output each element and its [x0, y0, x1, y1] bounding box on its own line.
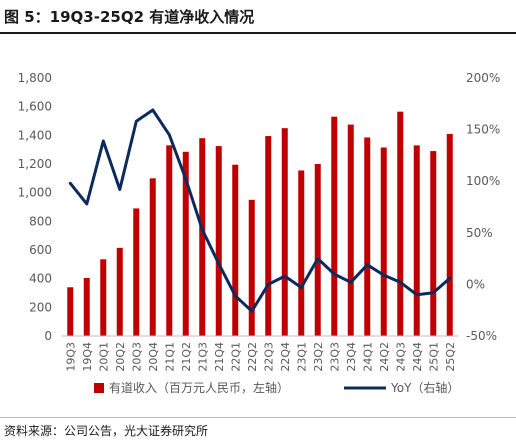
revenue-bar — [232, 164, 239, 336]
revenue-bar — [446, 133, 453, 336]
x-axis-tick-label: 22Q1 — [229, 342, 242, 372]
x-axis-tick-label: 22Q2 — [246, 342, 259, 372]
x-axis-tick-label: 23Q2 — [312, 342, 325, 372]
right-axis-tick-label: 0% — [466, 277, 485, 291]
revenue-bar — [67, 287, 74, 336]
x-axis-tick-label: 21Q4 — [213, 342, 226, 372]
revenue-bar — [347, 124, 354, 336]
x-axis-tick-label: 24Q2 — [378, 342, 391, 372]
left-axis-tick-label: 0 — [44, 329, 52, 343]
x-axis-tick-label: 25Q1 — [427, 342, 440, 372]
revenue-bar — [182, 151, 189, 336]
revenue-yoy-chart: 0 200 400 600 800 1,000 1,200 1,400 1,600 1,800 -5… — [18, 71, 501, 395]
revenue-bar — [397, 111, 404, 336]
source-divider — [0, 417, 516, 418]
x-axis-tick-label: 21Q3 — [196, 342, 209, 372]
left-axis-tick-label: 800 — [29, 214, 52, 228]
x-axis-tick-label: 21Q1 — [163, 342, 176, 372]
left-axis-tick-label: 1,800 — [18, 71, 52, 85]
left-axis-tick-label: 1,200 — [18, 157, 52, 171]
revenue-bar — [298, 170, 305, 336]
revenue-bar — [116, 247, 123, 336]
revenue-bar — [265, 136, 272, 336]
figure-title: 图 5：19Q3-25Q2 有道净收入情况 — [4, 8, 255, 26]
left-axis-tick-label: 400 — [29, 272, 52, 286]
revenue-bar — [83, 277, 90, 336]
x-axis-tick-label: 20Q4 — [147, 342, 160, 372]
legend-bar-label: 有道收入（百万元人民币，左轴） — [109, 380, 289, 395]
x-axis-tick-label: 25Q2 — [444, 342, 457, 372]
right-axis-tick-label: 200% — [466, 71, 500, 85]
title-divider — [0, 32, 516, 34]
revenue-bar — [199, 138, 206, 336]
revenue-bar — [166, 145, 173, 336]
left-axis-tick-label: 600 — [29, 243, 52, 257]
x-axis-tick-label: 23Q1 — [295, 342, 308, 372]
right-axis-tick-label: 150% — [466, 123, 500, 137]
revenue-bar — [413, 145, 420, 336]
revenue-bar — [133, 208, 140, 336]
revenue-bar — [331, 116, 338, 336]
right-axis-tick-label: 100% — [466, 174, 500, 188]
right-axis-tick-label: -50% — [466, 329, 497, 343]
figure-title-bar: 图 5：19Q3-25Q2 有道净收入情况 — [0, 0, 516, 30]
x-axis-tick-label: 24Q3 — [394, 342, 407, 372]
revenue-bar — [430, 151, 437, 336]
revenue-bar — [248, 199, 255, 336]
yoy-line — [68, 108, 452, 313]
x-axis-tick-label: 22Q4 — [279, 342, 292, 372]
legend-line-label: YoY（右轴） — [390, 380, 459, 395]
x-axis-tick-label: 20Q2 — [114, 342, 127, 372]
revenue-bar — [380, 147, 387, 336]
x-axis-tick-label: 21Q2 — [180, 342, 193, 372]
revenue-bar — [314, 164, 321, 336]
revenue-bar — [100, 259, 107, 336]
revenue-bar — [364, 137, 371, 336]
left-axis-tick-label: 1,600 — [18, 100, 52, 114]
x-axis-tick-label: 23Q3 — [328, 342, 341, 372]
left-axis-tick-label: 1,000 — [18, 186, 52, 200]
x-axis-tick-label: 24Q4 — [411, 342, 424, 372]
revenue-bar — [281, 128, 288, 336]
source-note: 资料来源：公司公告，光大证券研究所 — [4, 424, 209, 438]
x-axis-tick-label: 20Q1 — [97, 342, 110, 372]
left-axis-tick-label: 200 — [29, 300, 52, 314]
right-axis-tick-label: 50% — [466, 226, 493, 240]
x-axis-tick-label: 20Q3 — [130, 342, 143, 372]
legend-bar-swatch — [94, 383, 104, 393]
left-axis-tick-label: 1,400 — [18, 128, 52, 142]
x-axis-tick-label: 19Q4 — [81, 342, 94, 372]
revenue-bar — [149, 178, 156, 336]
revenue-bar — [215, 146, 222, 336]
x-axis-tick-label: 24Q1 — [361, 342, 374, 372]
x-axis-tick-label: 22Q3 — [262, 342, 275, 372]
x-axis-tick-label: 23Q4 — [345, 342, 358, 372]
x-axis-tick-label: 19Q3 — [64, 342, 77, 372]
